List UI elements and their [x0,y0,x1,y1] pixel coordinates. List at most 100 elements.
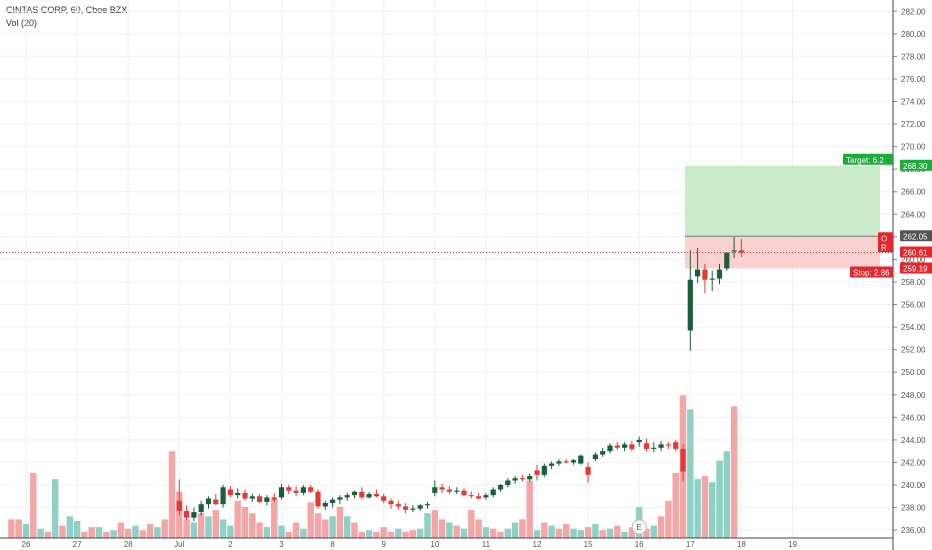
volume-bar [168,451,176,538]
volume-bar [161,519,168,538]
candle-body [184,510,190,518]
candle-body [483,495,489,498]
candle-body [315,491,321,507]
candle-body [191,512,197,518]
earnings-marker-label: E [637,523,642,532]
volume-bar [716,460,723,538]
volume-bar [548,525,555,538]
volume-bar [285,531,292,538]
candle-body [257,496,263,502]
volume-bar [219,519,227,538]
volume-bar [212,510,219,538]
time-axis[interactable]: 26 27 28 Jul 2 3 8 9 10 11 12 15 16 17 18 19 [0,537,893,549]
candle-body [549,463,555,466]
candle-body [417,505,423,509]
price-tick-label: 254.00 [901,323,926,332]
volume-bar [490,528,497,538]
time-tick-label: 9 [381,540,386,549]
candle-body [366,494,372,498]
candle-body [300,487,306,493]
time-tick-label: 26 [22,540,31,549]
candle-body [687,279,693,331]
candle-body [680,448,686,472]
volume-bar [30,472,37,538]
target-label: Target: 6.2 [843,153,893,165]
volume-bar [438,519,446,538]
candle-body [629,444,635,449]
time-tick-label: 12 [533,540,542,549]
volume-bar [300,528,307,538]
time-tick-label: 15 [584,540,593,549]
price-tick-label: 278.00 [901,52,926,61]
volume-bar [271,499,278,538]
candle-body [446,489,452,492]
time-tick-label: 2 [228,540,233,549]
candle-body [176,500,182,511]
profit-zone[interactable] [685,165,880,237]
volume-bar [446,522,453,538]
price-tick-label: 236.00 [901,526,926,535]
price-tick-label: 252.00 [901,346,926,355]
entry-label-2-text: R [881,243,887,252]
entry-label-text: O [881,234,887,243]
candle-body [585,466,591,475]
volume-bar [650,525,657,538]
candle-body [359,491,365,498]
candle-body [205,498,212,505]
candle-body [716,269,723,279]
candle-body [738,250,744,253]
volume-bar [351,522,358,538]
candle-body [541,465,547,475]
price-tick-label: 258.00 [901,278,926,287]
volume-bar [431,510,438,538]
candle-body [673,442,679,449]
volume-bar [468,510,475,538]
candle-body [476,496,482,499]
candle-body [512,478,518,481]
volume-bar [592,524,599,538]
price-tick-label: 282.00 [901,7,926,16]
earnings-marker[interactable] [631,519,647,535]
event-markers[interactable]: E [631,519,647,535]
price-axis[interactable]: 236.00 238.00 240.00 242.00 244.00 246.00 248.… [892,0,926,550]
time-tick-label: Jul [174,540,184,549]
volume-bar [183,519,190,538]
volume-bar [672,472,679,538]
volume-bar [125,528,132,538]
volume-bar [190,522,198,538]
candle-body [651,447,657,449]
volume-bar [88,527,95,538]
volume-bar [628,527,636,538]
candle-body [702,269,708,280]
axis-badge-target-text: 268.30 [903,162,928,171]
time-tick-label: 17 [686,540,695,549]
axis-badge-target: 268.30 [900,159,932,171]
volume-bar [417,528,424,538]
time-tick-label: 18 [737,540,746,549]
candle-body [439,487,445,490]
volume-bar [555,528,563,538]
candle-body [622,444,628,448]
volume-bar [380,527,387,538]
candle-body [351,491,358,496]
volume-bar [110,530,117,538]
volume-bar [599,530,606,538]
volume-bar [278,525,285,538]
volume-bar [15,519,22,538]
candle-body [271,497,277,500]
volume-bar [497,531,504,538]
volume-bar [657,516,665,538]
price-tick-label: 274.00 [901,98,926,107]
volume-bar [336,507,344,538]
volume-bar [519,519,526,538]
volume-bar [322,519,329,538]
volume-bar [256,522,263,538]
risk-reward-zones[interactable] [0,165,892,269]
axis-badge-stop-text: 259.19 [903,265,928,274]
candle-body [198,504,204,513]
candle-body [344,495,350,498]
candle-body [578,455,584,464]
axis-badge-current: 260.61 [900,246,932,258]
candle-body [505,480,511,485]
